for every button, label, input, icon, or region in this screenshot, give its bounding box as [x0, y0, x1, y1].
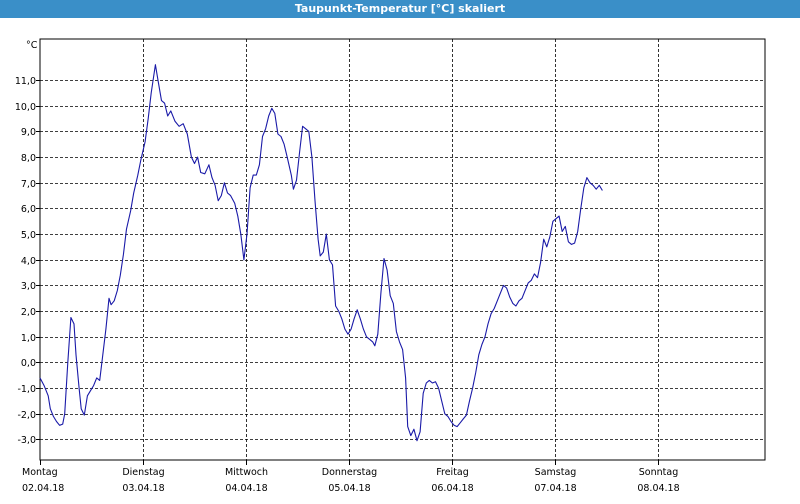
x-tick-label-day: Dienstag: [122, 467, 164, 478]
dewpoint-chart: °C -3,0 -2,0 -1,0 0,0 1,0 2,0 3,0 4,0 5,0 6,0 7,0 8…: [15, 38, 766, 494]
y-tick-label: 0,0: [21, 358, 36, 369]
y-tick-label: 5,0: [21, 230, 36, 241]
x-tick-label-date: 05.04.18: [328, 483, 370, 494]
y-tick-label: 7,0: [21, 179, 36, 190]
x-tick-label-date: 04.04.18: [225, 483, 267, 494]
y-tick-label: 11,0: [15, 76, 36, 87]
y-tick-label: 1,0: [21, 333, 36, 344]
x-tick-label-date: 07.04.18: [534, 483, 576, 494]
dewpoint-series-line: [39, 64, 603, 442]
chart-area: °C -3,0 -2,0 -1,0 0,0 1,0 2,0 3,0 4,0 5,0 6,0 7,0 8…: [0, 18, 800, 500]
x-tick-label-day: Donnerstag: [322, 467, 377, 478]
x-tick-label-day: Samstag: [535, 467, 577, 478]
y-tick-label: 8,0: [21, 153, 36, 164]
x-tick-label-day: Montag: [22, 467, 58, 478]
y-tick-label: 10,0: [15, 102, 36, 113]
x-tick-label-day: Freitag: [436, 467, 469, 478]
y-tick-label: 6,0: [21, 204, 36, 215]
y-axis-unit: °C: [26, 40, 38, 51]
chart-title: Taupunkt-Temperatur [°C] skaliert: [0, 0, 800, 18]
y-tick-label: -1,0: [17, 384, 36, 395]
y-tick-label: -3,0: [17, 435, 36, 446]
y-tick-label: 3,0: [21, 281, 36, 292]
plot-frame: [39, 38, 766, 461]
x-tick-label-date: 03.04.18: [122, 483, 164, 494]
y-tick-label: 2,0: [21, 307, 36, 318]
x-tick-label-date: 08.04.18: [637, 483, 679, 494]
x-tick-label-date: 06.04.18: [431, 483, 473, 494]
y-tick-label: -2,0: [17, 410, 36, 421]
y-tick-label: 9,0: [21, 127, 36, 138]
x-tick-label-date: 02.04.18: [22, 483, 64, 494]
x-tick-label-day: Sonntag: [639, 467, 678, 478]
x-tick-label-day: Mittwoch: [225, 467, 268, 478]
y-tick-label: 4,0: [21, 256, 36, 267]
